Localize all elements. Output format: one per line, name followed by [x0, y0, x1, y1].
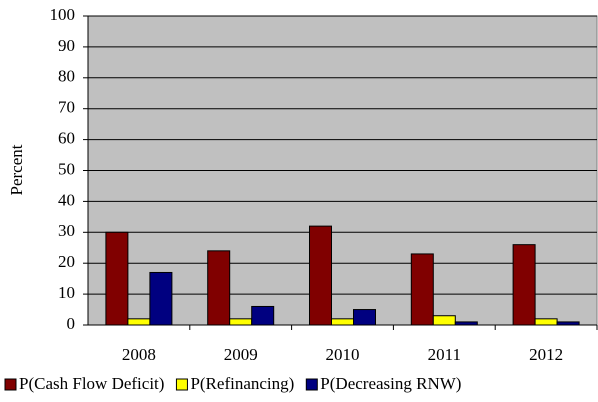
bar [309, 225, 332, 326]
y-tick-label: 0 [67, 314, 76, 333]
legend-swatch [175, 378, 188, 391]
y-tick-label: 100 [50, 5, 76, 24]
x-tick-label: 2008 [122, 345, 156, 364]
y-tick-label: 80 [58, 67, 75, 86]
y-tick-label: 30 [58, 221, 75, 240]
legend-label: P(Refinancing) [190, 374, 294, 393]
bar [432, 315, 456, 326]
legend-label: P(Cash Flow Deficit) [19, 374, 164, 393]
y-axis-label: Percent [7, 144, 26, 195]
bar [207, 250, 231, 326]
legend-swatch [4, 378, 17, 391]
y-tick-label: 50 [58, 159, 75, 178]
bar [331, 318, 354, 326]
bar [534, 318, 558, 326]
bar [512, 244, 536, 326]
y-tick-label: 90 [58, 36, 75, 55]
bar [251, 305, 275, 326]
bar [353, 309, 376, 326]
y-tick-label: 70 [58, 98, 75, 117]
y-tick-label: 60 [58, 129, 75, 148]
legend-swatch [305, 378, 318, 391]
bar [410, 253, 434, 326]
bar [149, 271, 173, 326]
legend-label: P(Decreasing RNW) [320, 374, 461, 393]
y-tick-label: 10 [58, 283, 75, 302]
y-tick-label: 40 [58, 190, 75, 209]
x-tick-label: 2011 [428, 345, 461, 364]
bar [127, 318, 151, 326]
bar [105, 231, 129, 326]
x-tick-label: 2010 [326, 345, 360, 364]
bar [229, 318, 253, 326]
y-tick-label: 20 [58, 252, 75, 271]
x-tick-label: 2012 [529, 345, 563, 364]
x-tick-label: 2009 [224, 345, 258, 364]
